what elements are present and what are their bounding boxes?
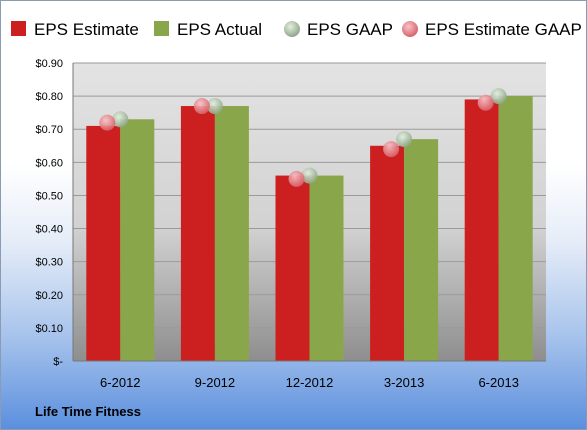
y-tick-label: $0.40: [35, 224, 63, 236]
bar-eps-estimate: [464, 99, 499, 361]
bar-eps-actual: [120, 119, 155, 362]
x-tick-label: 9-2012: [195, 375, 235, 390]
y-tick-label: $-: [53, 356, 63, 368]
marker-eps-gaap: [490, 88, 507, 105]
marker-eps-gaap: [301, 167, 318, 184]
bar-eps-actual: [214, 106, 249, 362]
marker-eps-gaap: [112, 111, 129, 128]
y-tick-label: $0.10: [35, 323, 63, 335]
x-tick-label: 12-2012: [286, 375, 334, 390]
legend-label: EPS GAAP: [307, 20, 393, 39]
y-axis: $- $0.10 $0.20 $0.30 $0.40 $0.50 $0.60 $0.70 $0.…: [35, 58, 74, 368]
y-tick-label: $0.70: [35, 124, 63, 136]
legend-swatch: [154, 21, 169, 36]
bar-eps-estimate: [370, 145, 405, 361]
bar-eps-actual: [498, 96, 533, 361]
marker-eps-gaap: [206, 98, 223, 115]
bar-eps-estimate: [275, 175, 310, 361]
marker-eps-estimate-gaap: [477, 94, 494, 111]
y-tick-label: $0.30: [35, 257, 63, 269]
marker-eps-estimate-gaap: [288, 170, 305, 187]
legend-label: EPS Estimate: [34, 20, 139, 39]
legend-swatch: [284, 21, 300, 37]
bar-eps-estimate: [180, 106, 215, 362]
legend-swatch: [11, 21, 26, 36]
marker-eps-estimate-gaap: [99, 114, 116, 131]
legend-swatch: [402, 21, 418, 37]
legend-label: EPS Estimate GAAP: [425, 20, 582, 39]
marker-eps-estimate-gaap: [193, 98, 210, 115]
x-tick-label: 6-2012: [100, 375, 140, 390]
y-tick-label: $0.90: [35, 58, 63, 70]
legend: EPS Estimate EPS Actual EPS GAAP EPS Estima…: [11, 20, 582, 39]
legend-label: EPS Actual: [177, 20, 262, 39]
x-tick-label: 6-2013: [478, 375, 518, 390]
marker-eps-estimate-gaap: [383, 141, 400, 158]
y-tick-label: $0.80: [35, 91, 63, 103]
company-name: Life Time Fitness: [35, 404, 141, 419]
bar-eps-estimate: [86, 125, 121, 362]
y-tick-label: $0.50: [35, 190, 63, 202]
y-tick-label: $0.20: [35, 290, 63, 302]
bars: [86, 96, 533, 362]
marker-eps-gaap: [396, 131, 413, 148]
bar-eps-actual: [404, 139, 439, 361]
x-tick-label: 3-2013: [384, 375, 424, 390]
x-axis: 6-2012 9-2012 12-2012 3-2013 6-2013: [73, 360, 546, 390]
markers: [99, 88, 507, 187]
y-tick-label: $0.60: [35, 157, 63, 169]
bar-eps-actual: [309, 175, 344, 361]
